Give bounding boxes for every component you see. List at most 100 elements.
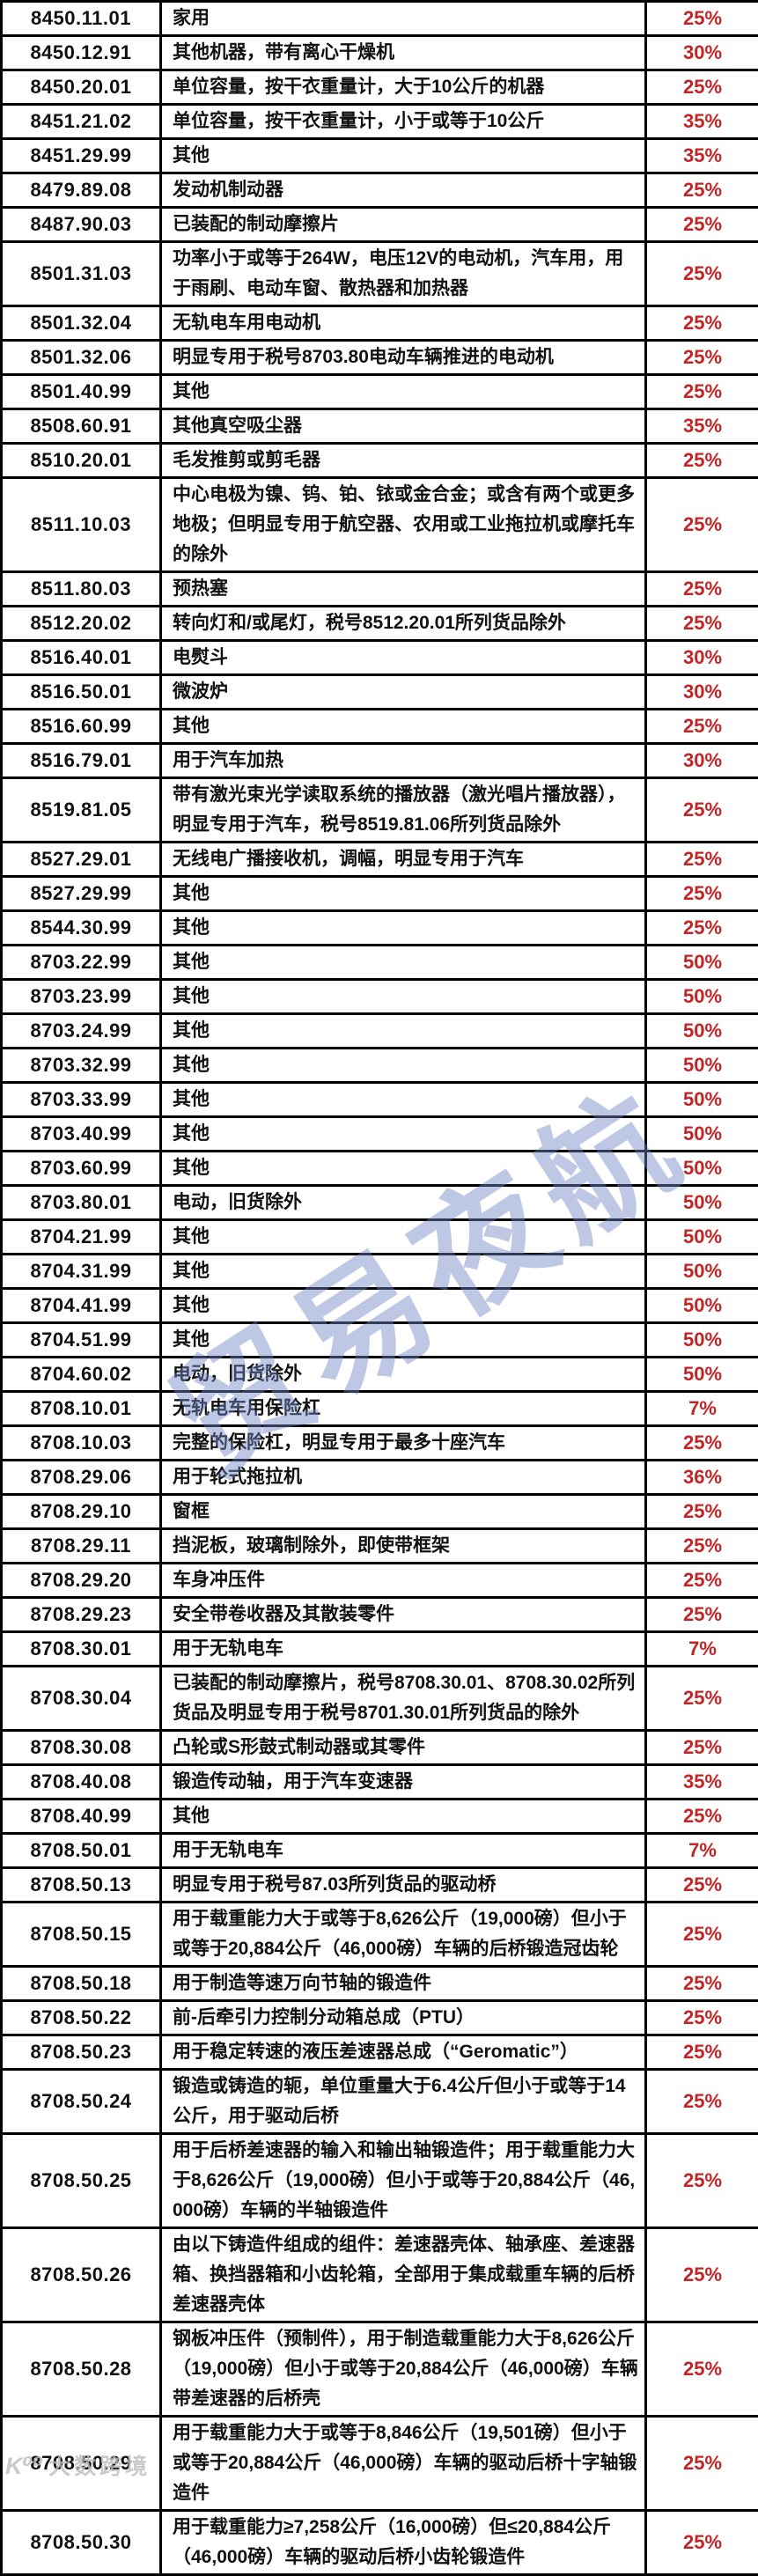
rate-cell: 30%	[646, 675, 758, 710]
code-cell: 8479.89.08	[2, 173, 161, 208]
description-cell: 已装配的制动摩擦片，税号8708.30.01、8708.30.02所列货品及明显…	[161, 1667, 646, 1731]
code-cell: 8703.24.99	[2, 1014, 161, 1049]
code-cell: 8511.10.03	[2, 478, 161, 572]
description-cell: 其他	[161, 139, 646, 173]
description-cell: 其他	[161, 1255, 646, 1289]
description-cell: 中心电极为镍、钨、铂、铱或金合金；或含有两个或更多地极；但明显专用于航空器、农用…	[161, 478, 646, 572]
description-cell: 微波炉	[161, 675, 646, 710]
rate-cell: 50%	[646, 1014, 758, 1049]
rate-cell: 25%	[646, 1495, 758, 1529]
description-cell: 单位容量，按干衣重量计，小于或等于10公斤	[161, 105, 646, 139]
code-cell: 8708.50.22	[2, 2001, 161, 2035]
code-cell: 8708.40.99	[2, 1800, 161, 1834]
description-cell: 用于轮式拖拉机	[161, 1461, 646, 1495]
description-cell: 凸轮或S形鼓式制动器或其零件	[161, 1731, 646, 1765]
code-cell: 8708.50.15	[2, 1903, 161, 1967]
code-cell: 8516.60.99	[2, 710, 161, 744]
rate-cell: 25%	[646, 2035, 758, 2070]
description-cell: 明显专用于税号8703.80电动车辆推进的电动机	[161, 341, 646, 375]
code-cell: 8450.20.01	[2, 70, 161, 105]
code-cell: 8501.32.06	[2, 341, 161, 375]
code-cell: 8703.23.99	[2, 980, 161, 1014]
rate-cell: 25%	[646, 2070, 758, 2134]
code-cell: 8487.90.03	[2, 208, 161, 242]
code-cell: 8516.79.01	[2, 744, 161, 778]
description-cell: 明显专用于税号87.03所列货品的驱动桥	[161, 1868, 646, 1903]
rate-cell: 50%	[646, 1152, 758, 1186]
rate-cell: 50%	[646, 1117, 758, 1152]
rate-cell: 25%	[646, 2417, 758, 2511]
description-cell: 其他机器，带有离心干燥机	[161, 36, 646, 70]
description-cell: 毛发推剪或剪毛器	[161, 444, 646, 478]
code-cell: 8708.40.08	[2, 1765, 161, 1800]
description-cell: 无线电广播接收机，调幅，明显专用于汽车	[161, 843, 646, 877]
description-cell: 其他	[161, 1800, 646, 1834]
description-cell: 其他	[161, 1014, 646, 1049]
rate-cell: 25%	[646, 877, 758, 911]
code-cell: 8708.50.29	[2, 2417, 161, 2511]
code-cell: 8708.10.03	[2, 1426, 161, 1461]
rate-cell: 50%	[646, 1289, 758, 1323]
rate-cell: 50%	[646, 1255, 758, 1289]
code-cell: 8704.41.99	[2, 1289, 161, 1323]
rate-cell: 25%	[646, 1667, 758, 1731]
description-cell: 无轨电车用电动机	[161, 306, 646, 341]
code-cell: 8708.29.20	[2, 1564, 161, 1598]
description-cell: 其他	[161, 911, 646, 946]
code-cell: 8516.40.01	[2, 641, 161, 675]
rate-cell: 25%	[646, 208, 758, 242]
code-cell: 8708.50.13	[2, 1868, 161, 1903]
description-cell: 其他	[161, 375, 646, 409]
description-cell: 锻造或铸造的轭，单位重量大于6.4公斤但小于或等于14公斤，用于驱动后桥	[161, 2070, 646, 2134]
rate-cell: 25%	[646, 1598, 758, 1632]
code-cell: 8703.33.99	[2, 1083, 161, 1117]
description-cell: 其他	[161, 1220, 646, 1255]
rate-cell: 35%	[646, 105, 758, 139]
description-cell: 用于汽车加热	[161, 744, 646, 778]
description-cell: 电熨斗	[161, 641, 646, 675]
rate-cell: 30%	[646, 641, 758, 675]
rate-cell: 25%	[646, 375, 758, 409]
code-cell: 8708.50.23	[2, 2035, 161, 2070]
rate-cell: 30%	[646, 36, 758, 70]
rate-cell: 25%	[646, 1967, 758, 2001]
rate-cell: 50%	[646, 1220, 758, 1255]
code-cell: 8703.40.99	[2, 1117, 161, 1152]
description-cell: 其他	[161, 946, 646, 980]
rate-cell: 7%	[646, 1834, 758, 1868]
code-cell: 8708.29.06	[2, 1461, 161, 1495]
description-cell: 功率小于或等于264W，电压12V的电动机，汽车用，用于雨刷、电动车窗、散热器和…	[161, 242, 646, 306]
rate-cell: 25%	[646, 2134, 758, 2228]
code-cell: 8708.29.11	[2, 1529, 161, 1564]
rate-cell: 25%	[646, 1868, 758, 1903]
rate-cell: 25%	[646, 173, 758, 208]
description-cell: 其他	[161, 1049, 646, 1083]
code-cell: 8510.20.01	[2, 444, 161, 478]
rate-cell: 25%	[646, 2, 758, 36]
code-cell: 8451.21.02	[2, 105, 161, 139]
code-cell: 8708.50.24	[2, 2070, 161, 2134]
rate-cell: 25%	[646, 306, 758, 341]
rate-cell: 25%	[646, 1529, 758, 1564]
description-cell: 已装配的制动摩擦片	[161, 208, 646, 242]
rate-cell: 25%	[646, 478, 758, 572]
